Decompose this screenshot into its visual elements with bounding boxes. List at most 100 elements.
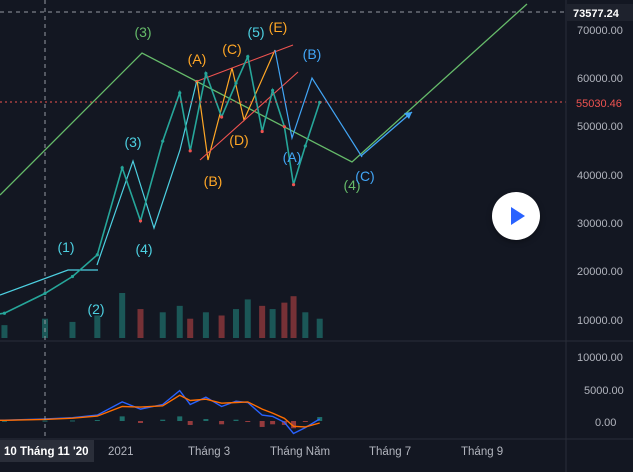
current-price-label: 55030.46 [576, 98, 622, 110]
crosshair-date-badge [0, 440, 94, 462]
price-line [0, 53, 321, 315]
top-price-badge [567, 4, 633, 21]
histogram-bar [203, 419, 209, 421]
play-button[interactable] [492, 192, 540, 240]
histogram-bar [259, 421, 265, 427]
indicator-axis[interactable]: 10000.00 5000.00 0.00 [577, 352, 624, 429]
wave-label: (B) [204, 173, 223, 189]
indicator-tick: 5000.00 [584, 385, 624, 397]
volume-bar [269, 309, 276, 338]
price-point [95, 253, 99, 257]
histogram-bar [291, 421, 297, 429]
wave-labels: (1) (2) (3) (4) (5) (3) (4) (A) (B) (C) (D) (E) (A) (… [57, 19, 374, 317]
volume-bar [69, 321, 76, 338]
volume-bars [1, 293, 323, 338]
histogram-bar [219, 421, 225, 425]
histogram-bar [233, 419, 239, 421]
price-tick: 60000.00 [577, 73, 623, 85]
wave-label: (C) [355, 168, 374, 184]
price-tick: 40000.00 [577, 170, 623, 182]
current-price-badge [567, 94, 633, 111]
histogram-bar [119, 416, 125, 421]
price-point [246, 54, 250, 59]
price-point [70, 274, 75, 279]
wave-label: (A) [188, 51, 207, 67]
price-point [43, 291, 47, 296]
volume-bar [187, 318, 194, 338]
volume-bar [232, 309, 239, 338]
price-point [260, 129, 264, 134]
volume-bar [302, 312, 309, 338]
wave-label: (3) [124, 134, 141, 150]
price-point [219, 115, 224, 119]
wave1-trend-line[interactable] [0, 269, 98, 296]
time-tick: Tháng Năm [270, 446, 330, 458]
histogram-bar [187, 421, 193, 425]
volume-bar [281, 302, 288, 338]
wave-label: (A) [283, 149, 302, 165]
price-tick: 10000.00 [577, 315, 623, 327]
time-tick: Tháng 3 [188, 446, 230, 458]
volume-bar [119, 293, 126, 338]
histogram-bar [1, 420, 7, 422]
price-axis[interactable]: 70000.00 60000.00 50000.00 40000.00 3000… [567, 4, 633, 327]
green-wave-path[interactable] [0, 3, 528, 196]
volume-bar [1, 325, 8, 338]
indicator-tick: 10000.00 [577, 352, 623, 364]
histogram-bar [270, 421, 276, 425]
price-tick: 30000.00 [577, 218, 623, 230]
price-point [282, 125, 286, 129]
volume-bar [316, 318, 323, 338]
wave-label: (5) [247, 24, 264, 40]
volume-bar [244, 299, 251, 338]
wave-label: (2) [87, 301, 104, 317]
histogram-bar [69, 420, 75, 422]
wave-label: (C) [222, 41, 241, 57]
histogram-bar [94, 420, 100, 422]
histogram-bar [177, 416, 183, 421]
price-tick: 20000.00 [577, 266, 623, 278]
projection-path[interactable] [274, 49, 363, 158]
volume-bar [290, 296, 297, 338]
price-point [204, 71, 208, 76]
volume-bar [159, 312, 166, 338]
histogram-bar [245, 421, 251, 422]
wave-label: (4) [135, 241, 152, 257]
price-point [178, 91, 182, 95]
wave-label: (D) [229, 132, 248, 148]
price-point [2, 311, 7, 315]
price-tick: 70000.00 [577, 25, 623, 37]
price-point [291, 183, 296, 187]
wave-label: (4) [343, 177, 360, 193]
time-axis[interactable]: 10 Tháng 11 '20 2021 Tháng 3 Tháng Năm T… [0, 440, 503, 462]
price-point [303, 144, 307, 148]
indicator-line [0, 394, 320, 428]
volume-bar [218, 315, 225, 338]
volume-bar [137, 309, 144, 338]
price-series [0, 53, 322, 315]
wave-label: (E) [269, 19, 288, 35]
time-tick: 2021 [108, 446, 134, 458]
indicator-tick: 0.00 [595, 417, 616, 429]
top-price-label: 73577.24 [573, 8, 620, 20]
indicator-lines [0, 389, 321, 435]
price-point [271, 88, 275, 93]
volume-bar [202, 312, 209, 338]
crosshair-date: 10 Tháng 11 '20 [4, 446, 89, 458]
price-point [138, 219, 143, 223]
volume-bar [94, 315, 101, 338]
wave-label: (B) [303, 46, 322, 62]
wave-label: (3) [134, 24, 151, 40]
histogram-bar [42, 420, 48, 422]
price-point [161, 139, 165, 143]
histogram-bar [137, 421, 143, 423]
price-point [234, 81, 238, 85]
histogram-bar [302, 421, 308, 422]
elliott-wave-drawings[interactable] [0, 3, 528, 296]
price-point [120, 166, 124, 170]
projection-arrow[interactable] [360, 111, 413, 157]
volume-bar [259, 305, 266, 338]
price-point [188, 149, 192, 153]
